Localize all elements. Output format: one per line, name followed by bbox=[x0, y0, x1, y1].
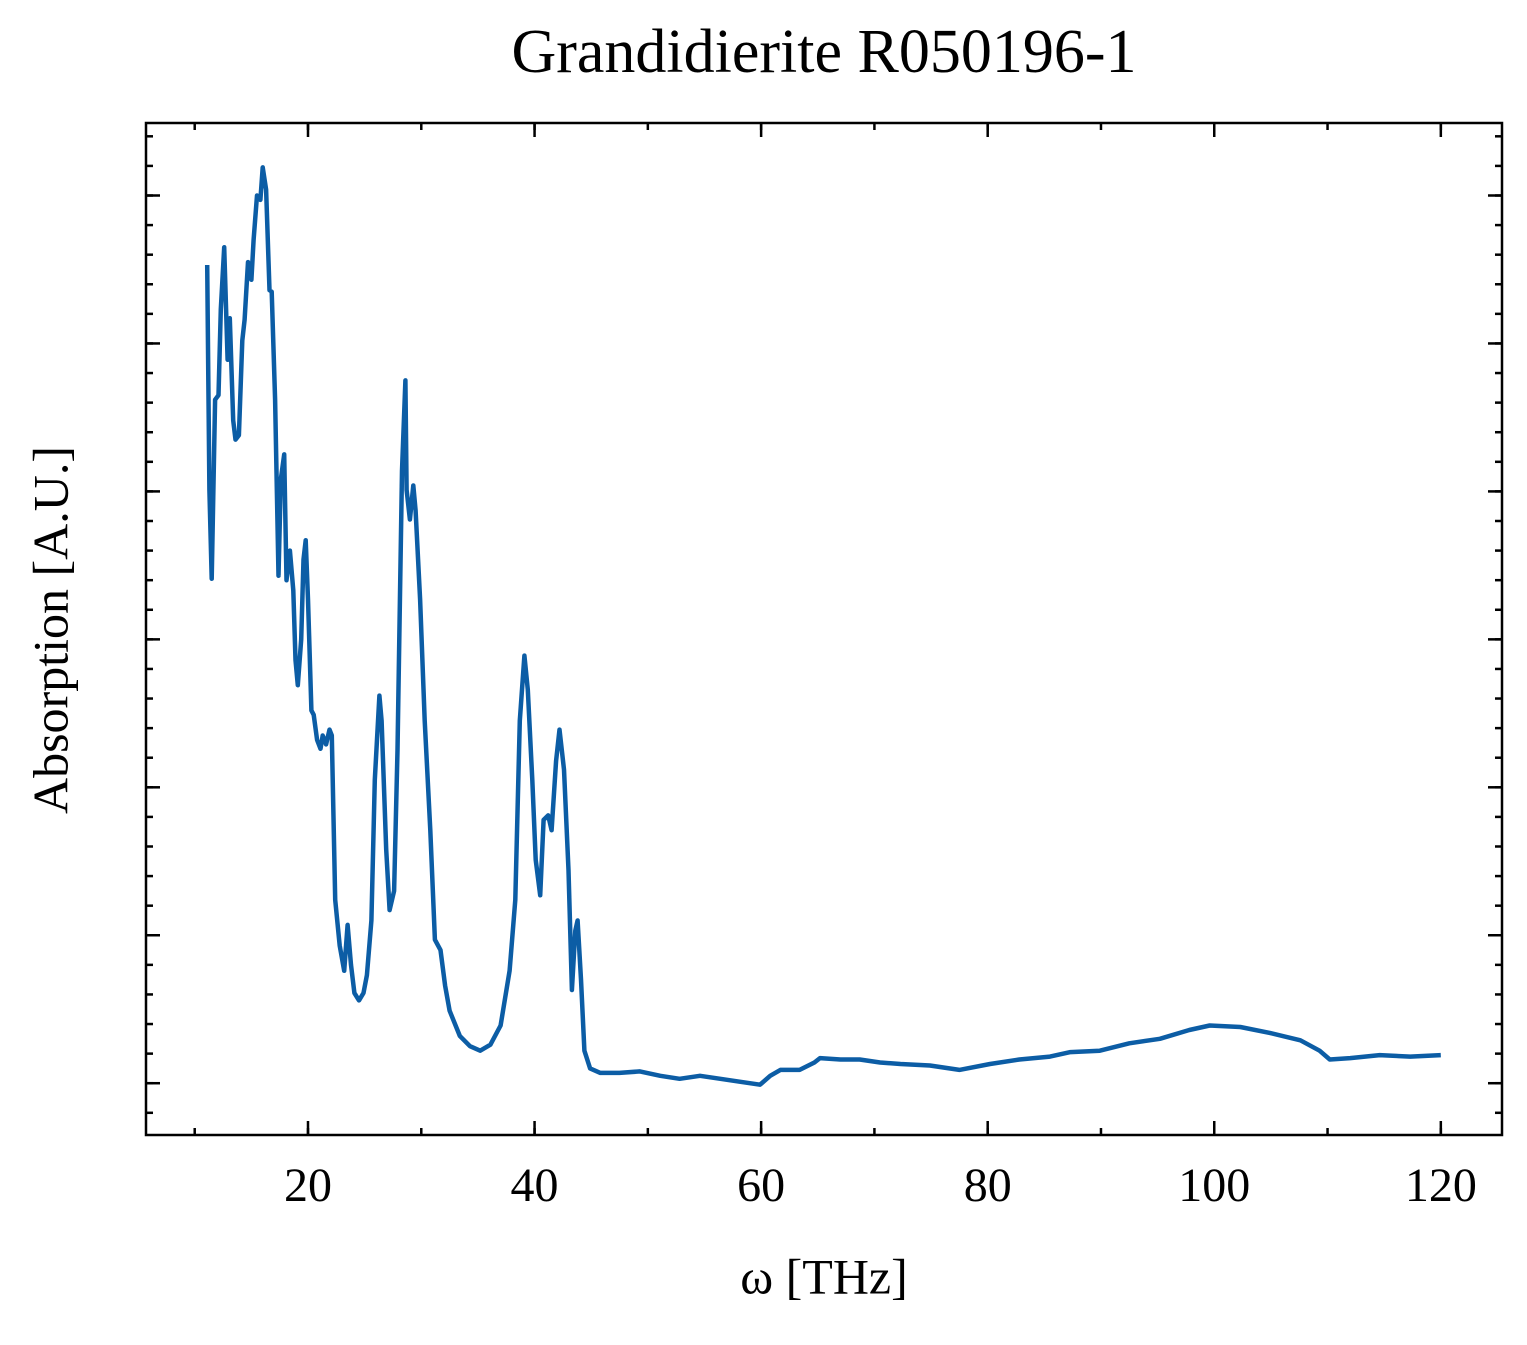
x-tick-label: 40 bbox=[511, 1159, 559, 1212]
x-tick-label: 60 bbox=[737, 1159, 785, 1212]
x-tick-label: 120 bbox=[1405, 1159, 1477, 1212]
x-tick-label: 20 bbox=[284, 1159, 332, 1212]
x-tick-label: 80 bbox=[964, 1159, 1012, 1212]
y-axis-label: Absorption [A.U.] bbox=[22, 446, 78, 814]
plot-frame bbox=[144, 121, 1504, 1137]
x-axis-label: ω [THz] bbox=[740, 1248, 908, 1304]
x-tick-label: 100 bbox=[1178, 1159, 1250, 1212]
data-line bbox=[204, 165, 1441, 1087]
chart-title: Grandidierite R050196-1 bbox=[511, 18, 1136, 86]
